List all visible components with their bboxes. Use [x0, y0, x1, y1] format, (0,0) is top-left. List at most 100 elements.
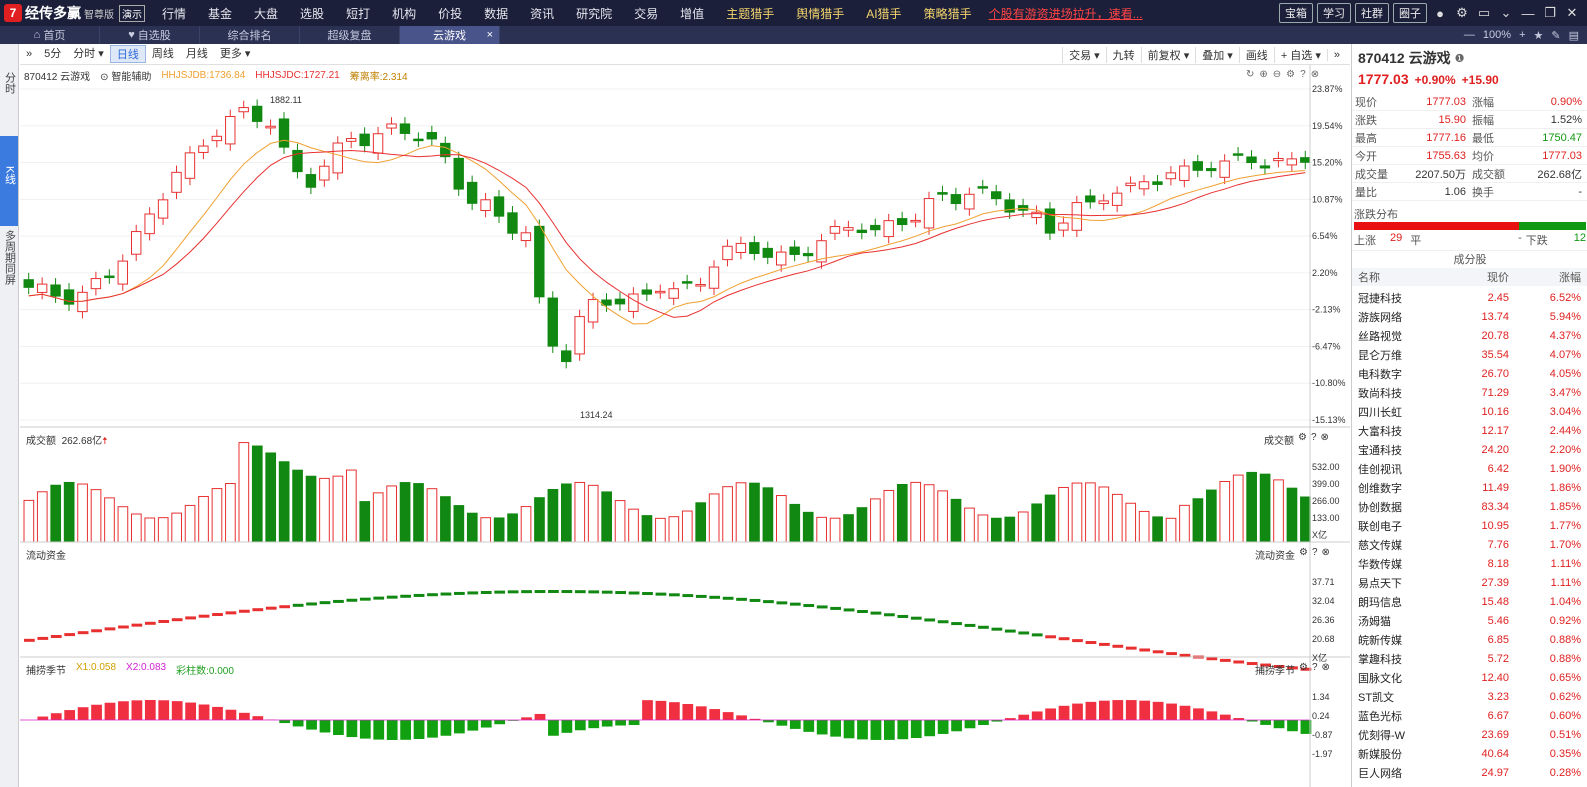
star-icon[interactable]: ★ — [1533, 29, 1544, 42]
close-icon[interactable]: ⊗ — [1310, 69, 1320, 80]
restore-icon[interactable]: ❐ — [1544, 5, 1556, 20]
menu-item-13[interactable]: 舆情猎手 — [796, 6, 845, 21]
tab-home[interactable]: ⌂ 首页 — [0, 26, 100, 44]
table-row[interactable]: 国脉文化 12.40 0.65% — [1352, 668, 1587, 687]
menu-item-0[interactable]: 行情 — [162, 6, 187, 21]
chart-tool-1[interactable]: 九转 — [1105, 46, 1141, 63]
table-row[interactable]: 协创数据 83.34 1.85% — [1352, 497, 1587, 516]
menu-item-8[interactable]: 资讯 — [530, 6, 555, 21]
tab-multi-period[interactable]: 多周期同屏 — [0, 226, 18, 316]
table-row[interactable]: 游族网络 13.74 5.94% — [1352, 307, 1587, 326]
period-option-4[interactable]: 月线 — [185, 48, 208, 60]
close-tab-icon[interactable]: × — [486, 29, 493, 41]
volume-right-title[interactable]: 成交额 — [1264, 436, 1294, 447]
help-icon[interactable]: ? — [1310, 432, 1317, 443]
menu-item-4[interactable]: 短打 — [346, 6, 371, 21]
period-option-0[interactable]: 5分 — [44, 48, 62, 60]
menu-item-2[interactable]: 大盘 — [254, 6, 279, 21]
close-icon[interactable]: ✕ — [1566, 5, 1578, 20]
zoom-in-icon[interactable]: + — [1519, 29, 1526, 41]
table-row[interactable]: 华数传媒 8.18 1.11% — [1352, 554, 1587, 573]
layout-icon[interactable]: ▤ — [1568, 29, 1579, 42]
chart-tool-3[interactable]: 叠加 ▾ — [1195, 46, 1239, 63]
expand-icon[interactable]: » — [1326, 48, 1346, 61]
table-row[interactable]: 新媒股份 40.64 0.35% — [1352, 744, 1587, 763]
chart-tool-5[interactable]: + 自选 ▾ — [1273, 46, 1327, 63]
close-icon[interactable]: ⊗ — [1320, 432, 1329, 443]
col-change[interactable]: 涨幅 — [1559, 272, 1581, 284]
table-row[interactable]: 联创电子 10.95 1.77% — [1352, 516, 1587, 535]
community-button[interactable]: 社群 — [1355, 3, 1389, 23]
table-row[interactable]: 电科数字 26.70 4.05% — [1352, 364, 1587, 383]
settings-icon[interactable]: ⚙ — [1298, 432, 1307, 443]
period-option-5[interactable]: 更多 ▾ — [219, 48, 251, 60]
table-row[interactable]: 四川长虹 10.16 3.04% — [1352, 402, 1587, 421]
settings-icon[interactable]: ⚙ — [1299, 662, 1308, 673]
chart-tool-2[interactable]: 前复权 ▾ — [1140, 46, 1196, 63]
treasure-box-button[interactable]: 宝箱 — [1279, 3, 1313, 23]
chevron-down-icon[interactable]: ⌄ — [1500, 5, 1512, 20]
period-option-1[interactable]: 分时 ▾ — [73, 48, 104, 60]
col-price[interactable]: 现价 — [1487, 272, 1509, 284]
table-row[interactable]: 大富科技 12.17 2.44% — [1352, 421, 1587, 440]
close-icon[interactable]: ⊗ — [1321, 547, 1330, 558]
menu-item-15[interactable]: 策略猎手 — [923, 6, 972, 21]
table-row[interactable]: 创维数字 11.49 1.86% — [1352, 478, 1587, 497]
table-row[interactable]: 易点天下 27.39 1.11% — [1352, 573, 1587, 592]
news-ticker-link[interactable]: 个股有游资进场拉升，速看... — [988, 6, 1143, 21]
menu-item-9[interactable]: 研究院 — [576, 6, 613, 21]
menu-item-7[interactable]: 数据 — [484, 6, 509, 21]
app-logo[interactable]: 7 经传多赢 智尊版 演示 — [0, 0, 151, 26]
minimize-icon[interactable]: — — [1521, 5, 1535, 21]
menu-item-11[interactable]: 增值 — [680, 6, 705, 21]
table-row[interactable]: 掌趣科技 5.72 0.88% — [1352, 649, 1587, 668]
circle-button[interactable]: 圈子 — [1393, 3, 1427, 23]
close-icon[interactable]: ⊗ — [1321, 662, 1330, 673]
table-row[interactable]: 蓝色光标 6.67 0.60% — [1352, 706, 1587, 725]
table-row[interactable]: 慈文传媒 7.76 1.70% — [1352, 535, 1587, 554]
table-row[interactable]: 巨人网络 24.97 0.28% — [1352, 763, 1587, 782]
menu-item-6[interactable]: 价投 — [438, 6, 463, 21]
table-row[interactable]: 朗玛信息 15.48 1.04% — [1352, 592, 1587, 611]
menu-item-3[interactable]: 选股 — [300, 6, 325, 21]
table-row[interactable]: 佳创视讯 6.42 1.90% — [1352, 459, 1587, 478]
learn-button[interactable]: 学习 — [1317, 3, 1351, 23]
gear-icon[interactable]: ⚙ — [1456, 5, 1468, 20]
info-icon[interactable]: ❶ — [1454, 52, 1465, 65]
table-row[interactable]: 丝路视觉 20.78 4.37% — [1352, 326, 1587, 345]
table-row[interactable]: 昆仑万维 35.54 4.07% — [1352, 345, 1587, 364]
smart-assist-toggle[interactable]: ⊙ 智能辅助 — [100, 72, 152, 83]
collapse-icon[interactable]: » — [26, 48, 33, 60]
settings-icon[interactable]: ⚙ — [1286, 69, 1296, 80]
period-option-2[interactable]: 日线 — [109, 45, 146, 63]
table-row[interactable]: 冠捷科技 2.45 6.52% — [1352, 288, 1587, 307]
zoom-out-icon[interactable]: — — [1463, 29, 1475, 41]
zoom-in-icon[interactable]: ⊕ — [1259, 69, 1268, 80]
menu-item-12[interactable]: 主题猎手 — [726, 6, 775, 21]
user-icon[interactable]: ● — [1436, 5, 1444, 21]
tab-watchlist[interactable]: ♥ 自选股 — [100, 26, 200, 44]
tab-replay[interactable]: 超级复盘 — [300, 26, 400, 44]
settings-icon[interactable]: ⚙ — [1299, 547, 1308, 558]
refresh-icon[interactable]: ↻ — [1246, 69, 1255, 80]
table-row[interactable]: ST凯文 3.23 0.62% — [1352, 687, 1587, 706]
window-icon[interactable]: ▭ — [1477, 5, 1491, 20]
help-icon[interactable]: ? — [1311, 662, 1318, 673]
season-right-title[interactable]: 捕捞季节 — [1255, 666, 1295, 677]
help-icon[interactable]: ? — [1300, 69, 1306, 80]
table-row[interactable]: 汤姆猫 5.46 0.92% — [1352, 611, 1587, 630]
flow-right-title[interactable]: 流动资金 — [1255, 551, 1295, 562]
tab-intraday[interactable]: 分时 — [0, 44, 18, 104]
table-row[interactable]: 皖新传媒 6.85 0.88% — [1352, 630, 1587, 649]
col-name[interactable]: 名称 — [1358, 272, 1380, 284]
table-row[interactable]: 宝通科技 24.20 2.20% — [1352, 440, 1587, 459]
menu-item-1[interactable]: 基金 — [208, 6, 233, 21]
menu-item-10[interactable]: 交易 — [634, 6, 659, 21]
menu-item-14[interactable]: AI猎手 — [866, 6, 902, 21]
menu-item-5[interactable]: 机构 — [392, 6, 417, 21]
tab-cloud-gaming[interactable]: 云游戏 × — [400, 26, 500, 44]
chart-tool-0[interactable]: 交易 ▾ — [1062, 46, 1106, 63]
help-icon[interactable]: ? — [1311, 547, 1318, 558]
table-row[interactable]: 优刻得-W 23.69 0.51% — [1352, 725, 1587, 744]
kline-chart-area[interactable]: 1882.11 1314.24 23.87% 19.54% 15.20% 10.87% 6… — [20, 65, 1350, 787]
